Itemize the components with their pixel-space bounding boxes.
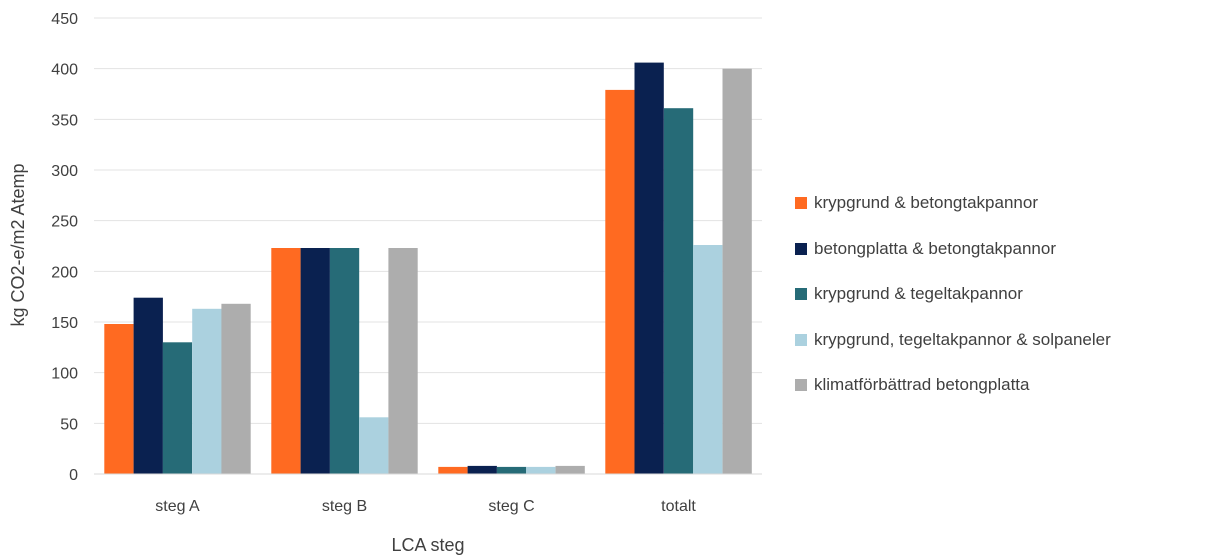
- legend-label: krypgrund & betongtakpannor: [814, 193, 1038, 212]
- x-tick-label: steg C: [488, 498, 534, 515]
- bar: [221, 303, 251, 474]
- bar: [693, 245, 723, 474]
- legend-item: krypgrund & tegeltakpannor: [795, 279, 1111, 309]
- bar: [526, 466, 556, 474]
- y-tick-label: 150: [51, 315, 78, 332]
- legend-label: klimatförbättrad betongplatta: [814, 375, 1030, 394]
- bar: [438, 466, 468, 474]
- y-tick-label: 200: [51, 264, 78, 281]
- legend-item: betongplatta & betongtakpannor: [795, 234, 1111, 264]
- bar: [300, 248, 330, 474]
- x-tick-label: totalt: [661, 498, 696, 515]
- y-tick-label: 400: [51, 62, 78, 79]
- x-axis-ticks: steg A steg B steg C totalt: [155, 498, 696, 515]
- y-tick-label: 450: [51, 11, 78, 28]
- y-axis-title: kg CO2-e/m2 Atemp: [8, 163, 28, 326]
- legend-item: krypgrund & betongtakpannor: [795, 188, 1111, 218]
- bar: [388, 248, 418, 474]
- legend-item: klimatförbättrad betongplatta: [795, 370, 1111, 400]
- legend-swatch: [795, 242, 807, 255]
- bar: [359, 417, 389, 474]
- y-tick-label: 0: [69, 467, 78, 484]
- legend-label: krypgrund, tegeltakpannor & solpaneler: [814, 329, 1111, 349]
- legend-label: krypgrund & tegeltakpannor: [814, 284, 1023, 303]
- bar: [555, 465, 585, 474]
- bar: [722, 68, 752, 474]
- bar: [663, 108, 694, 474]
- legend-swatch: [795, 333, 807, 346]
- bar: [605, 89, 635, 475]
- bar: [467, 465, 497, 474]
- y-tick-label: 50: [60, 416, 78, 433]
- legend-label: betongplatta & betongtakpannor: [814, 238, 1056, 258]
- legend: krypgrund & betongtakpannor betongplatta …: [795, 188, 1111, 416]
- y-tick-label: 100: [51, 366, 78, 383]
- y-tick-label: 350: [51, 112, 78, 129]
- x-axis-title: LCA steg: [391, 535, 464, 555]
- legend-item: krypgrund, tegeltakpannor & solpaneler: [795, 325, 1111, 355]
- x-tick-label: steg B: [322, 498, 367, 515]
- bar: [329, 248, 360, 474]
- y-axis-ticks: 0 50 100 150 200 250 300 350 400 450: [51, 11, 78, 484]
- legend-swatch: [795, 288, 807, 300]
- y-tick-label: 250: [51, 214, 78, 231]
- bar: [634, 62, 664, 474]
- y-tick-label: 300: [51, 163, 78, 180]
- bar: [192, 308, 222, 474]
- bar: [133, 297, 163, 474]
- legend-swatch: [795, 379, 807, 391]
- legend-swatch: [795, 197, 807, 209]
- bar: [104, 324, 134, 474]
- bar: [271, 248, 301, 474]
- bar: [162, 342, 193, 474]
- bar: [496, 466, 527, 474]
- x-tick-label: steg A: [155, 498, 200, 515]
- bars: [104, 62, 752, 475]
